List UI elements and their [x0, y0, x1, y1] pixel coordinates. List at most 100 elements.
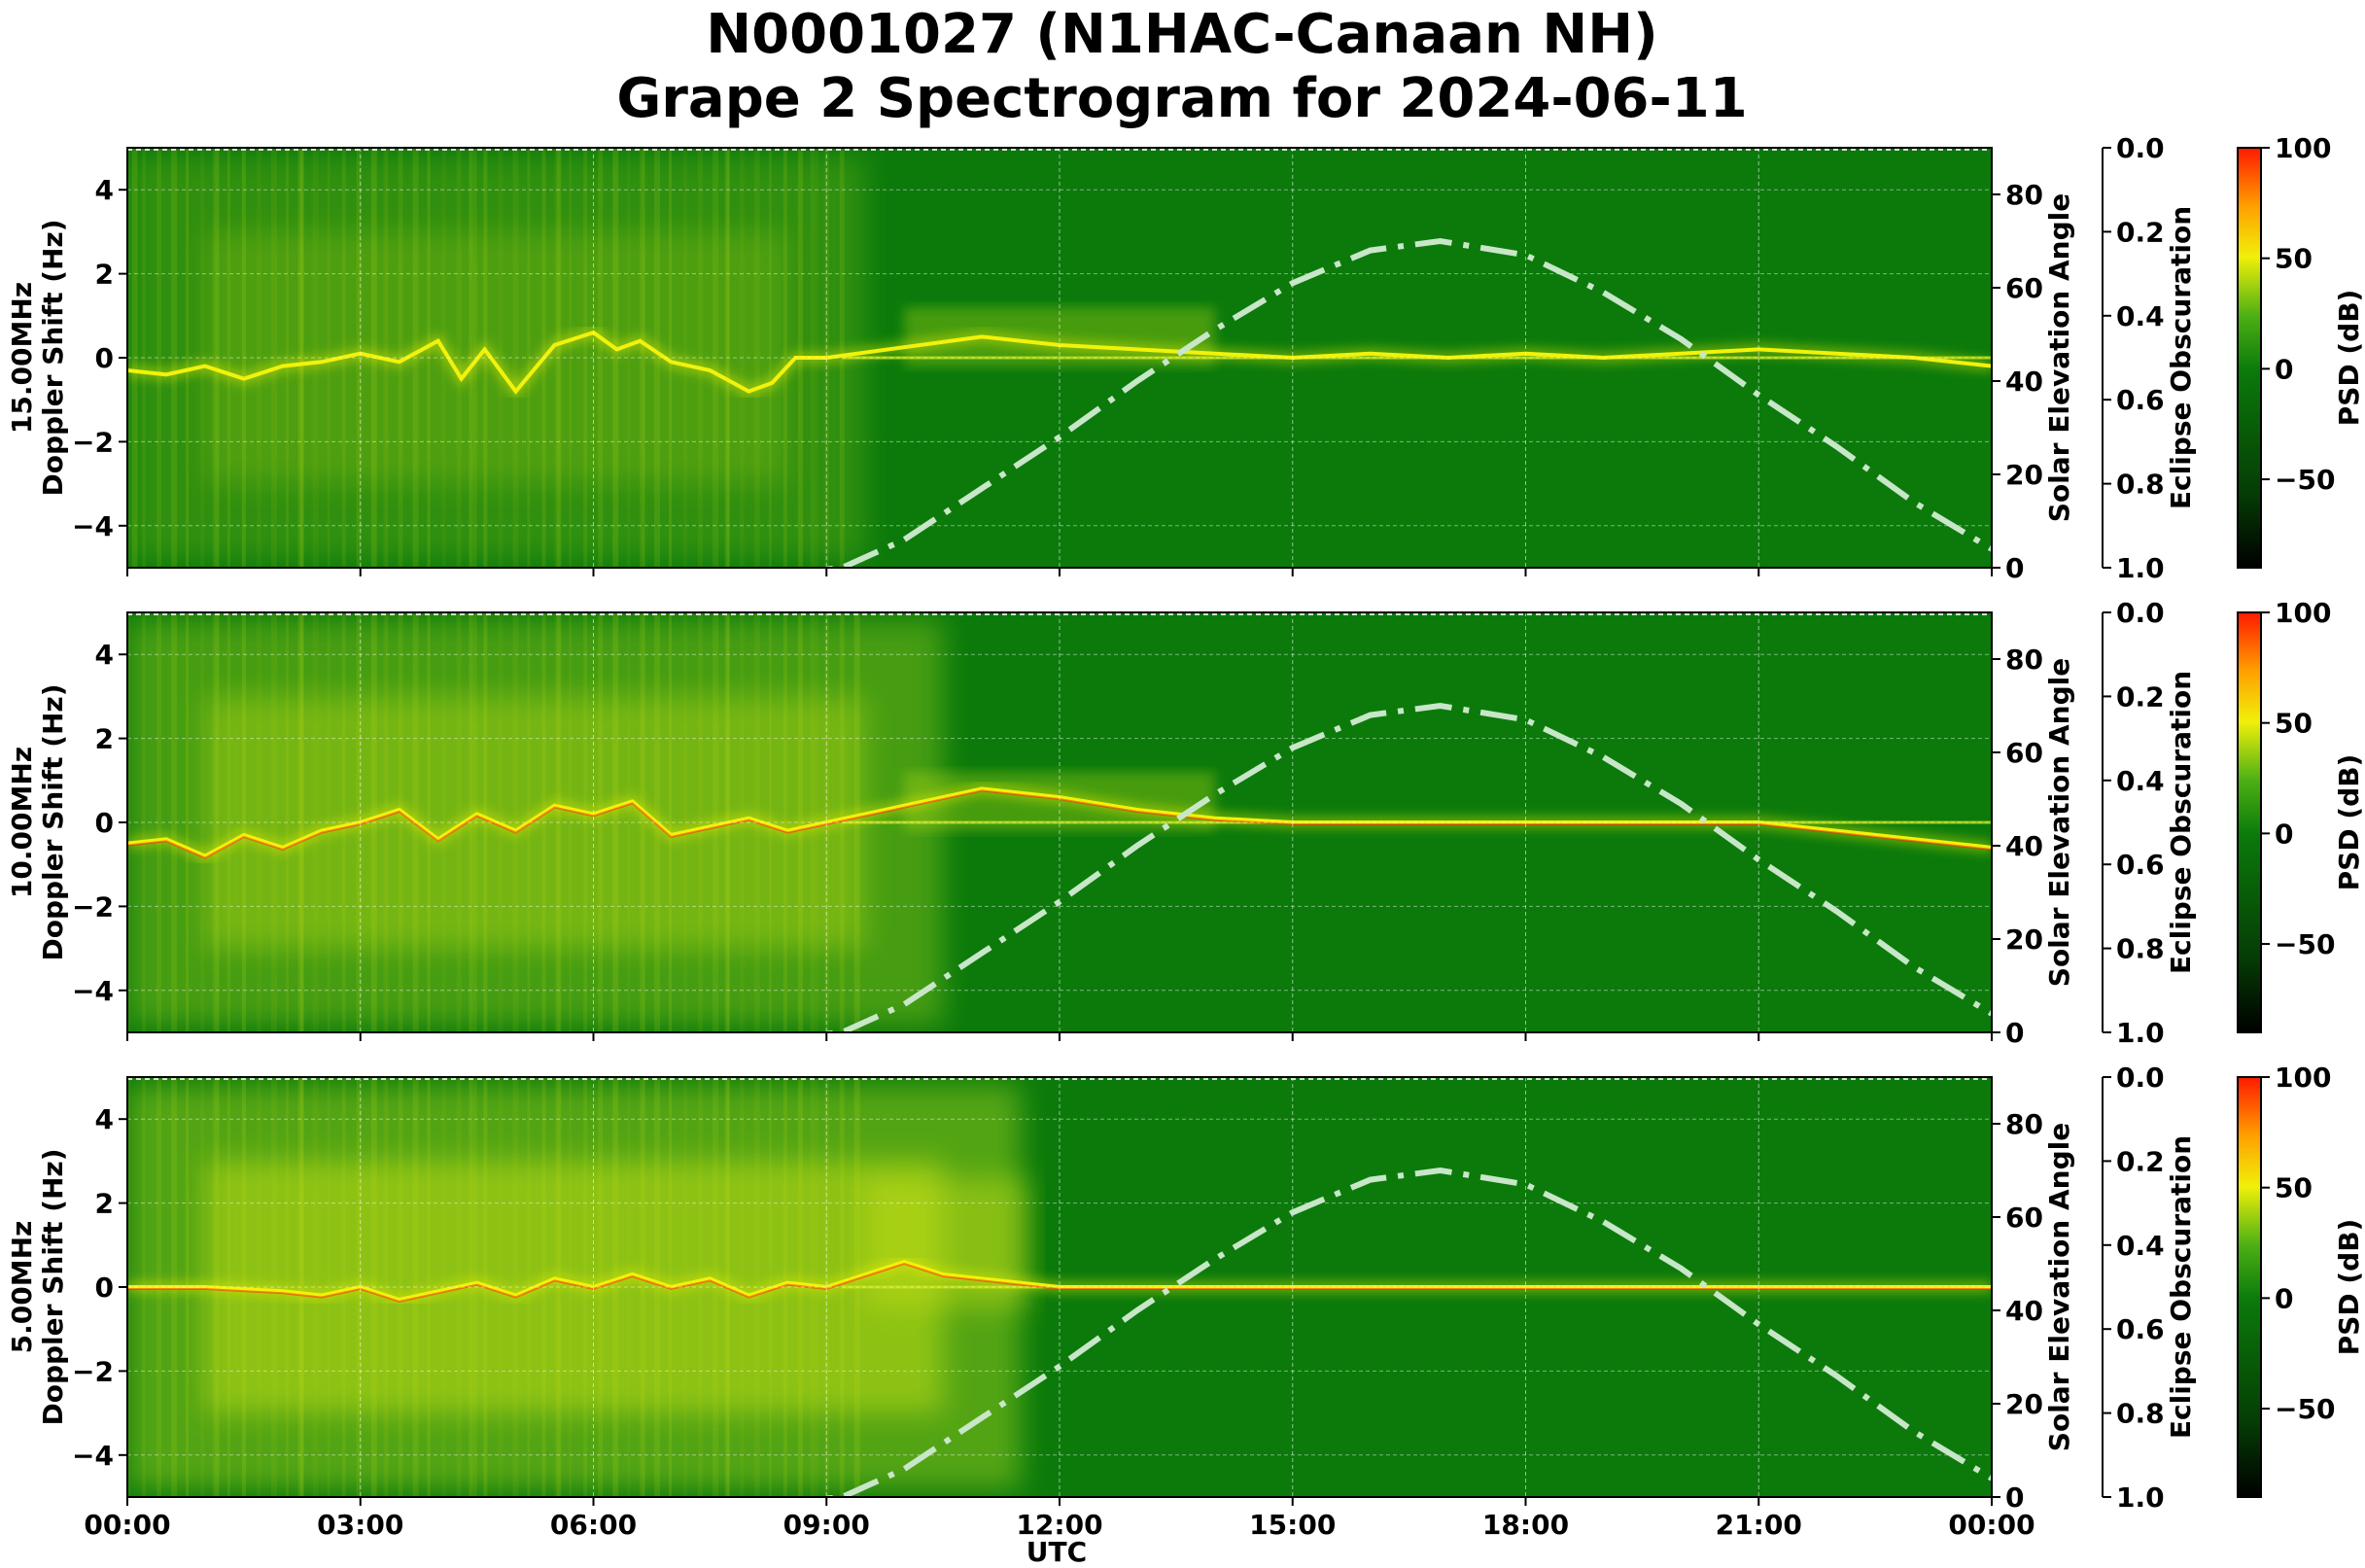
x-tick-label: 18:00	[1482, 1509, 1569, 1541]
y-tick-label: −2	[72, 1355, 114, 1387]
figure-title-line2: Grape 2 Spectrogram for 2024-06-11	[616, 67, 1747, 130]
x-tick-label: 00:00	[1948, 1509, 2035, 1541]
y-axis-label: Doppler Shift (Hz)	[37, 683, 69, 960]
colorbar-label: PSD (dB)	[2333, 290, 2365, 427]
panel-frequency-label: 15.00MHz	[6, 282, 38, 434]
y3-tick-label: 0.8	[2116, 1398, 2165, 1430]
y-tick-label: −4	[72, 510, 114, 542]
y3-axis-label: Eclipse Obscuration	[2165, 206, 2197, 509]
y3-tick-label: 1.0	[2116, 1481, 2165, 1514]
y3-tick-label: 0.2	[2116, 216, 2165, 248]
y-tick-label: 2	[95, 1188, 114, 1220]
y3-tick-label: 0.2	[2116, 1145, 2165, 1177]
spectrogram-image	[127, 612, 1992, 1032]
y3-tick-label: 0.2	[2116, 680, 2165, 713]
colorbar-tick-label: 50	[2275, 708, 2313, 740]
y-tick-label: 2	[95, 259, 114, 291]
spectrogram-image	[127, 1077, 1992, 1497]
colorbar-tick-label: −50	[2275, 464, 2335, 496]
y3-tick-label: 0.6	[2116, 1313, 2165, 1345]
y2-tick-label: 60	[2005, 1202, 2043, 1234]
panel-15.00MHz: −4 −2 0 2 4 15.00MHz Doppler Shift (Hz) 0 20 40 60…	[6, 132, 2365, 584]
y2-tick-label: 0	[2005, 552, 2024, 584]
y3-tick-label: 0.4	[2116, 300, 2165, 332]
y2-tick-label: 60	[2005, 272, 2043, 304]
y-tick-label: 0	[95, 1272, 114, 1304]
y2-tick-label: 40	[2005, 830, 2043, 862]
y-tick-label: 4	[95, 1103, 114, 1135]
y3-tick-label: 0.8	[2116, 933, 2165, 965]
y-tick-label: 4	[95, 639, 114, 671]
y3-tick-label: 0.4	[2116, 1230, 2165, 1262]
y2-axis-label: Solar Elevation Angle	[2043, 193, 2075, 522]
y-tick-label: −4	[72, 1440, 114, 1472]
y2-axis-label: Solar Elevation Angle	[2043, 1123, 2075, 1451]
colorbar-label: PSD (dB)	[2333, 754, 2365, 891]
colorbar	[2237, 611, 2262, 1033]
x-tick-label: 15:00	[1249, 1509, 1336, 1541]
y2-tick-label: 80	[2005, 179, 2043, 211]
colorbar	[2237, 147, 2262, 569]
y3-tick-label: 1.0	[2116, 552, 2165, 584]
colorbar-tick-label: 50	[2275, 1172, 2313, 1204]
solar-elevation-curve	[813, 1167, 1992, 1497]
y-axis-label: Doppler Shift (Hz)	[37, 219, 69, 496]
doppler-trace	[127, 330, 1992, 395]
colorbar-tick-label: 100	[2275, 597, 2331, 629]
y-tick-label: 2	[95, 723, 114, 755]
y-tick-label: −2	[72, 426, 114, 458]
y2-tick-label: 60	[2005, 737, 2043, 769]
y3-tick-label: 0.8	[2116, 469, 2165, 501]
y2-tick-label: 80	[2005, 644, 2043, 676]
y-tick-label: 0	[95, 807, 114, 839]
colorbar-tick-label: 50	[2275, 243, 2313, 275]
x-tick-label: 09:00	[783, 1509, 870, 1541]
y3-tick-label: 0.6	[2116, 849, 2165, 881]
x-tick-label: 00:00	[84, 1509, 170, 1541]
colorbar-label: PSD (dB)	[2333, 1219, 2365, 1356]
x-tick-label: 03:00	[317, 1509, 403, 1541]
y2-tick-label: 20	[2005, 1388, 2043, 1420]
y2-tick-label: 40	[2005, 366, 2043, 398]
panel-frequency-label: 10.00MHz	[6, 747, 38, 898]
panel-10.00MHz: −4 −2 0 2 4 10.00MHz Doppler Shift (Hz) 0 20 40 60…	[6, 597, 2365, 1049]
y2-tick-label: 20	[2005, 923, 2043, 956]
doppler-peak	[127, 789, 1992, 859]
panel-frequency-label: 5.00MHz	[6, 1221, 38, 1354]
y3-tick-label: 0.6	[2116, 384, 2165, 416]
colorbar-tick-label: −50	[2275, 1393, 2335, 1425]
y2-axis-label: Solar Elevation Angle	[2043, 658, 2075, 987]
y3-tick-label: 0.0	[2116, 597, 2165, 629]
figure-title-line1: N0001027 (N1HAC-Canaan NH)	[706, 3, 1657, 66]
y2-tick-label: 40	[2005, 1295, 2043, 1327]
y-tick-label: 4	[95, 174, 114, 206]
y3-axis-label: Eclipse Obscuration	[2165, 1135, 2197, 1439]
colorbar-tick-label: 100	[2275, 132, 2331, 164]
panel-5.00MHz: −4 −2 0 2 4 5.00MHz Doppler Shift (Hz) 0 20 40 60 8…	[6, 1062, 2365, 1541]
y3-tick-label: 0.0	[2116, 132, 2165, 164]
colorbar-tick-label: 100	[2275, 1062, 2331, 1094]
x-tick-label: 12:00	[1016, 1509, 1102, 1541]
y-tick-label: 0	[95, 342, 114, 374]
solar-elevation-curve	[813, 237, 1992, 568]
x-tick-label: 21:00	[1716, 1509, 1802, 1541]
colorbar-tick-label: 0	[2275, 353, 2293, 385]
y2-tick-label: 20	[2005, 459, 2043, 491]
y3-tick-label: 0.0	[2116, 1062, 2165, 1094]
y-tick-label: −2	[72, 890, 114, 923]
y-tick-label: −4	[72, 975, 114, 1007]
spectrogram-image	[127, 148, 1992, 568]
x-axis-label: UTC	[1026, 1536, 1087, 1568]
colorbar-tick-label: −50	[2275, 928, 2335, 960]
y2-tick-label: 0	[2005, 1481, 2024, 1514]
y-axis-label: Doppler Shift (Hz)	[37, 1148, 69, 1425]
y3-tick-label: 1.0	[2116, 1017, 2165, 1049]
x-tick-label: 06:00	[550, 1509, 637, 1541]
y2-tick-label: 80	[2005, 1108, 2043, 1140]
solar-elevation-curve	[813, 702, 1992, 1032]
y3-axis-label: Eclipse Obscuration	[2165, 671, 2197, 974]
y2-tick-label: 0	[2005, 1017, 2024, 1049]
doppler-trace	[127, 1259, 1992, 1303]
doppler-trace	[127, 786, 1992, 858]
